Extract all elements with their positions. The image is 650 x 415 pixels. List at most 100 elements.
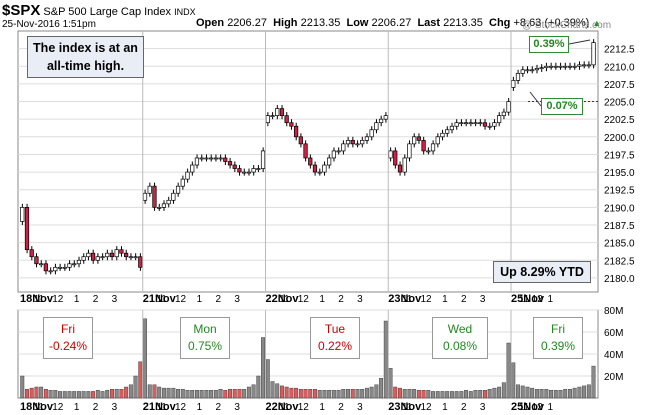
- candle: [530, 69, 535, 72]
- candle: [270, 115, 275, 117]
- volume-bar: [346, 389, 350, 399]
- day-change-box: Fri -0.24%: [43, 317, 93, 359]
- candle: [90, 252, 96, 261]
- volume-bar: [501, 382, 506, 399]
- price-x-tick-label: 3: [112, 294, 118, 305]
- candle: [180, 178, 185, 187]
- price-tick-label: 2192.5: [604, 186, 635, 197]
- volume-x-tick-label: 21Nov: [143, 401, 177, 413]
- day-pct: -0.24%: [48, 339, 88, 353]
- candle: [223, 157, 228, 162]
- chg-label: Chg: [489, 17, 511, 29]
- volume-tick-label: 60M: [604, 328, 623, 339]
- volume-bar: [478, 390, 483, 399]
- candle: [459, 122, 464, 125]
- volume-bar: [76, 391, 81, 399]
- volume-bar: [256, 375, 261, 399]
- volume-bar: [119, 389, 124, 399]
- volume-x-tick-label: 3: [480, 402, 486, 413]
- volume-bar: [100, 391, 105, 399]
- candle: [218, 157, 223, 160]
- candle: [525, 69, 530, 72]
- volume-bar: [81, 391, 86, 399]
- candle: [279, 108, 285, 116]
- candle: [232, 164, 237, 169]
- candle: [327, 157, 332, 166]
- price-x-tick-label: 25Nov: [511, 293, 545, 305]
- price-x-tick-label: 12: [298, 294, 310, 305]
- candle: [492, 122, 497, 127]
- day-pct: 0.22%: [317, 339, 353, 353]
- volume-bar: [20, 375, 25, 399]
- candle: [105, 252, 110, 258]
- volume-x-tick-label: 25Nov: [511, 401, 545, 413]
- candle: [284, 115, 289, 124]
- volume-bar: [473, 390, 478, 399]
- candle: [397, 164, 403, 173]
- candle: [20, 207, 25, 222]
- candle: [426, 150, 431, 153]
- volume-bar: [435, 391, 440, 399]
- volume-bar: [29, 387, 34, 399]
- volume-bar: [393, 386, 398, 399]
- candle: [34, 256, 39, 265]
- volume-x-tick-label: 2: [216, 402, 222, 413]
- candle: [209, 157, 214, 160]
- volume-bar: [199, 390, 204, 399]
- volume-bar: [407, 389, 412, 399]
- volume-bar: [91, 391, 96, 399]
- volume-bar: [171, 387, 176, 399]
- candle: [100, 256, 105, 259]
- volume-bar: [143, 318, 147, 399]
- volume-x-tick-label: 23Nov: [388, 401, 422, 413]
- volume-bar: [95, 390, 100, 399]
- volume-bar: [549, 390, 554, 399]
- candle: [199, 157, 204, 160]
- volume-bar: [284, 386, 289, 399]
- candle: [553, 65, 558, 68]
- candle: [430, 143, 436, 152]
- volume-bar: [313, 389, 317, 399]
- candle: [246, 171, 251, 174]
- candle: [548, 65, 554, 68]
- quote-line: Open 2206.27 High 2213.35 Low 2206.27 La…: [196, 17, 601, 29]
- volume-bar: [114, 389, 119, 399]
- volume-x-tick-label: 12: [532, 402, 544, 413]
- volume-bar: [341, 389, 346, 399]
- volume-bar: [25, 389, 29, 399]
- volume-bar: [464, 390, 469, 399]
- volume-x-tick-label: 18Nov: [20, 401, 54, 413]
- price-x-tick-label: 1: [74, 294, 80, 305]
- day-change-box: Fri 0.39%: [533, 317, 583, 359]
- volume-tick-label: 80M: [604, 306, 623, 317]
- day-label: Fri: [61, 322, 75, 336]
- candle: [322, 164, 327, 173]
- volume-bar: [67, 391, 72, 399]
- volume-bar: [237, 389, 242, 399]
- volume-bar: [289, 387, 294, 399]
- price-tick-label: 2182.5: [604, 256, 635, 267]
- volume-bar: [124, 386, 129, 399]
- price-x-tick-label: 3: [234, 294, 240, 305]
- volume-x-tick-label: 11: [34, 402, 45, 413]
- price-x-tick-label: 18Nov: [20, 293, 54, 305]
- open-value: 2206.27: [227, 17, 267, 29]
- volume-bar: [180, 389, 185, 399]
- volume-x-tick-label: 11: [279, 402, 290, 413]
- candle: [336, 150, 341, 153]
- volume-bar: [228, 389, 232, 399]
- price-x-tick-label: 11: [34, 294, 45, 305]
- day-label: Fri: [551, 322, 565, 336]
- volume-bar: [133, 375, 138, 399]
- candle: [497, 115, 502, 124]
- volume-tick-label: 40M: [604, 350, 623, 361]
- volume-bar: [459, 391, 464, 399]
- candle: [289, 122, 294, 127]
- volume-bar: [265, 359, 270, 399]
- symbol: $SPX: [2, 2, 41, 19]
- price-x-tick-label: 12: [420, 294, 432, 305]
- volume-bar: [383, 320, 388, 399]
- volume-bar: [577, 386, 582, 399]
- candle: [194, 157, 200, 166]
